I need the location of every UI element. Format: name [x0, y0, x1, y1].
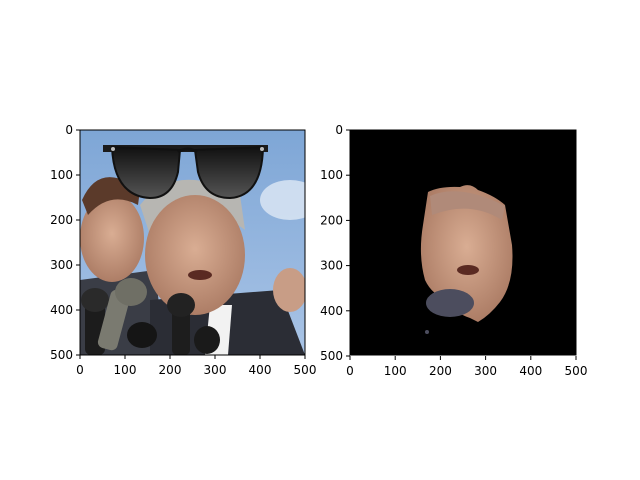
right-xtick-label: 400: [519, 364, 542, 378]
mask-microphone-shadow: [426, 289, 474, 317]
left-axes-frame: [79, 129, 306, 356]
right-ytick-label: 200: [320, 213, 343, 227]
left-xtick-label: 300: [204, 363, 227, 377]
right-xtick-label: 200: [429, 364, 452, 378]
left-xtick-label: 0: [76, 363, 84, 377]
mask-forehead: [430, 191, 505, 220]
right-axes-frame: [349, 129, 577, 356]
left-xtick-label: 200: [159, 363, 182, 377]
photo-microphones: [81, 278, 220, 355]
mask-face-region: [420, 185, 513, 322]
right-ytick-label: 300: [320, 259, 343, 273]
right-ytick-label: 100: [320, 168, 343, 182]
right-xtick-label: 500: [565, 364, 588, 378]
right-xtick-label: 0: [346, 364, 354, 378]
left-xtick-label: 500: [294, 363, 317, 377]
photo-man-left-face: [80, 194, 144, 282]
left-ytick-label: 100: [50, 168, 73, 182]
mask-mouth: [457, 265, 479, 275]
left-ytick-label: 200: [50, 213, 73, 227]
right-ytick-label: 400: [320, 304, 343, 318]
photo-cloud: [260, 180, 305, 220]
mask-speck: [425, 330, 429, 334]
photo-man-main-face: [145, 195, 245, 315]
photo-hand: [273, 268, 305, 312]
left-ytick-label: 300: [50, 258, 73, 272]
photo-man-main-mouth: [188, 270, 212, 280]
right-xtick-label: 300: [474, 364, 497, 378]
left-image-panel: [80, 130, 305, 355]
left-ytick-label: 500: [50, 348, 73, 362]
sunglasses-icon: [103, 145, 268, 200]
right-ytick-label: 0: [335, 123, 343, 137]
left-xtick-label: 100: [114, 363, 137, 377]
right-ytick-label: 500: [320, 349, 343, 363]
left-xtick-label: 400: [249, 363, 272, 377]
right-image-panel: [350, 130, 576, 355]
left-ytick-label: 400: [50, 303, 73, 317]
left-ytick-label: 0: [65, 123, 73, 137]
right-xtick-label: 100: [384, 364, 407, 378]
